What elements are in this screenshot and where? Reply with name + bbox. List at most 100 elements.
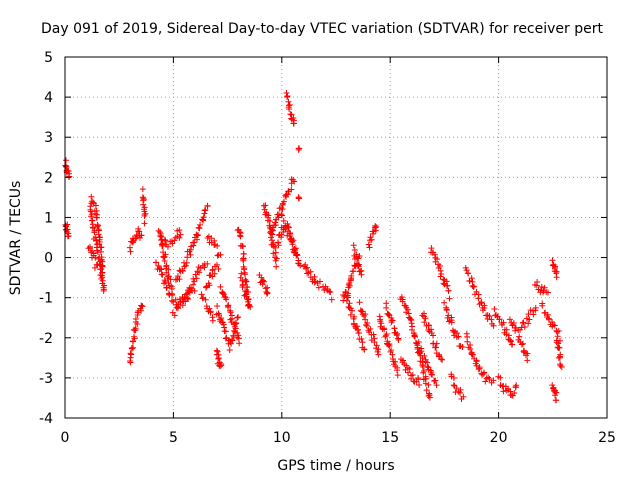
data-point	[549, 257, 556, 264]
y-tick-label: 5	[44, 50, 53, 66]
data-point	[302, 265, 309, 272]
data-point	[448, 319, 455, 326]
data-point	[555, 344, 562, 351]
data-point	[231, 320, 238, 327]
data-point	[415, 376, 422, 383]
data-point	[184, 294, 191, 301]
data-point	[211, 270, 218, 277]
data-point	[378, 320, 385, 327]
data-point	[429, 371, 436, 378]
data-point	[485, 374, 492, 381]
data-point	[191, 287, 198, 294]
data-point	[220, 291, 227, 298]
data-point	[247, 303, 254, 310]
data-point	[291, 178, 298, 185]
data-point	[273, 263, 280, 270]
data-point	[195, 224, 202, 231]
data-point	[373, 342, 380, 349]
data-point	[171, 237, 178, 244]
data-point	[356, 252, 363, 259]
data-point	[519, 340, 526, 347]
data-point	[286, 101, 293, 108]
data-point	[526, 316, 533, 323]
data-point	[222, 293, 229, 300]
data-point	[243, 293, 250, 300]
data-point	[138, 307, 145, 314]
data-point	[236, 340, 243, 347]
data-point	[218, 362, 225, 369]
data-point	[415, 338, 422, 345]
data-point	[139, 303, 146, 310]
y-tick-label: 3	[44, 130, 53, 146]
data-point	[284, 93, 291, 100]
data-point	[395, 336, 402, 343]
data-point	[385, 311, 392, 318]
data-point	[200, 217, 207, 224]
data-point	[467, 345, 474, 352]
data-point	[132, 326, 139, 333]
data-point	[98, 275, 105, 282]
data-point	[425, 381, 432, 388]
data-point	[201, 207, 208, 214]
data-point	[286, 106, 293, 113]
data-point	[362, 311, 369, 318]
data-point	[288, 186, 295, 193]
data-point	[464, 270, 471, 277]
data-point	[88, 217, 95, 224]
data-point	[446, 318, 453, 325]
data-point	[229, 315, 235, 322]
data-point	[361, 346, 368, 353]
data-point	[228, 336, 235, 343]
data-point	[193, 275, 200, 282]
data-point	[153, 259, 160, 266]
data-point	[369, 228, 376, 235]
data-point	[203, 283, 210, 290]
data-point	[261, 278, 268, 285]
data-point	[389, 317, 396, 324]
y-tick-label: 2	[44, 170, 53, 186]
data-point	[94, 249, 101, 256]
data-point	[179, 267, 186, 274]
data-point	[439, 356, 446, 363]
data-point	[341, 293, 348, 300]
data-point	[293, 251, 300, 258]
data-point	[488, 316, 495, 323]
data-point	[182, 262, 189, 269]
data-point	[328, 296, 335, 303]
data-point	[262, 202, 269, 209]
data-point	[558, 363, 565, 370]
data-point	[141, 212, 148, 219]
data-point	[158, 233, 165, 240]
data-point	[292, 245, 299, 252]
data-point	[353, 253, 360, 260]
data-point	[532, 304, 539, 311]
data-point	[304, 270, 311, 277]
data-point	[95, 231, 102, 238]
data-point	[169, 290, 176, 297]
data-point	[450, 382, 457, 389]
data-point	[130, 338, 137, 345]
data-point	[444, 283, 451, 290]
data-point	[481, 305, 488, 312]
data-point	[179, 267, 186, 274]
data-point	[181, 294, 188, 301]
data-point	[422, 315, 429, 322]
data-point	[214, 303, 221, 310]
data-point	[177, 231, 184, 238]
data-point	[436, 263, 443, 270]
data-point	[185, 289, 192, 296]
data-point	[284, 191, 291, 198]
gridlines	[65, 57, 607, 418]
data-point	[431, 251, 438, 258]
data-point	[443, 307, 450, 314]
data-point	[279, 212, 286, 219]
data-point	[93, 214, 100, 221]
data-point	[278, 204, 285, 211]
data-point	[463, 267, 470, 274]
data-point	[459, 344, 466, 351]
data-point	[524, 357, 531, 364]
data-point	[354, 323, 361, 330]
data-point	[223, 296, 230, 303]
data-point	[416, 382, 423, 389]
data-point	[93, 237, 100, 244]
